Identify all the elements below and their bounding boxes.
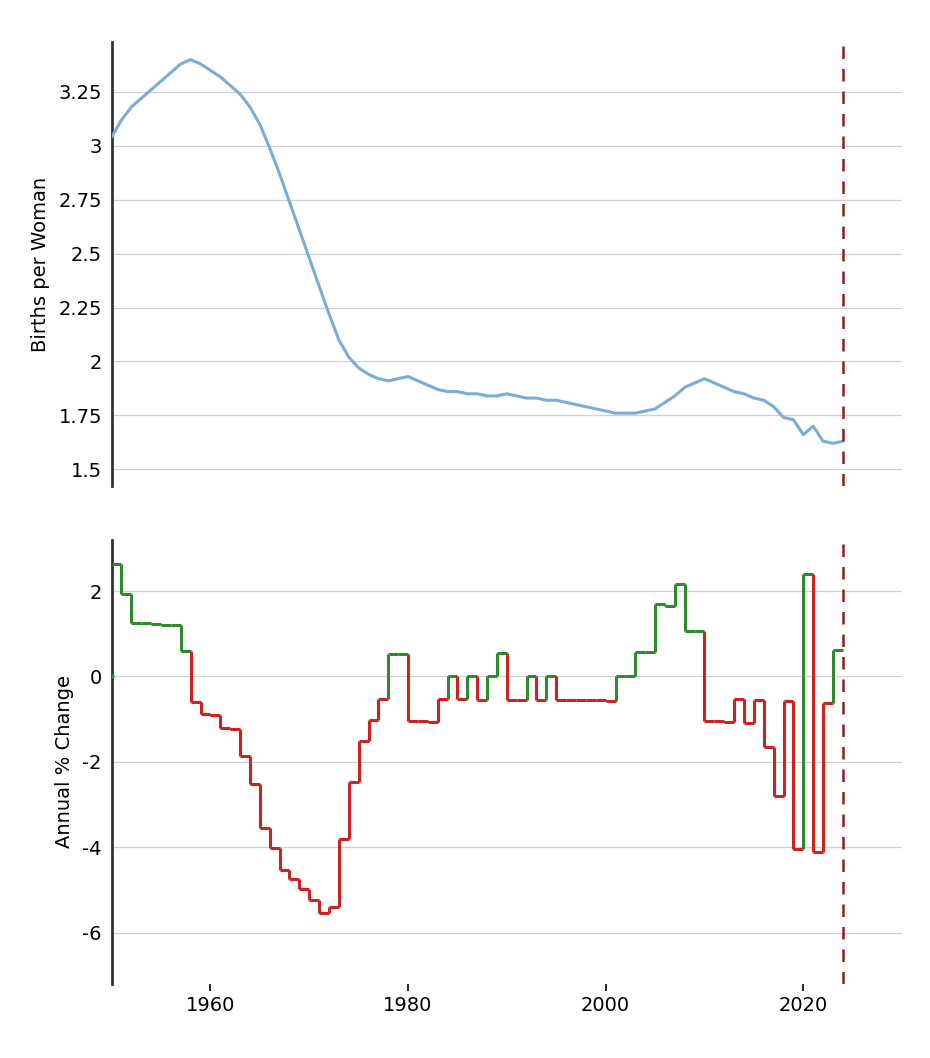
Y-axis label: Annual % Change: Annual % Change [55, 675, 74, 849]
Y-axis label: Births per Woman: Births per Woman [31, 177, 50, 352]
